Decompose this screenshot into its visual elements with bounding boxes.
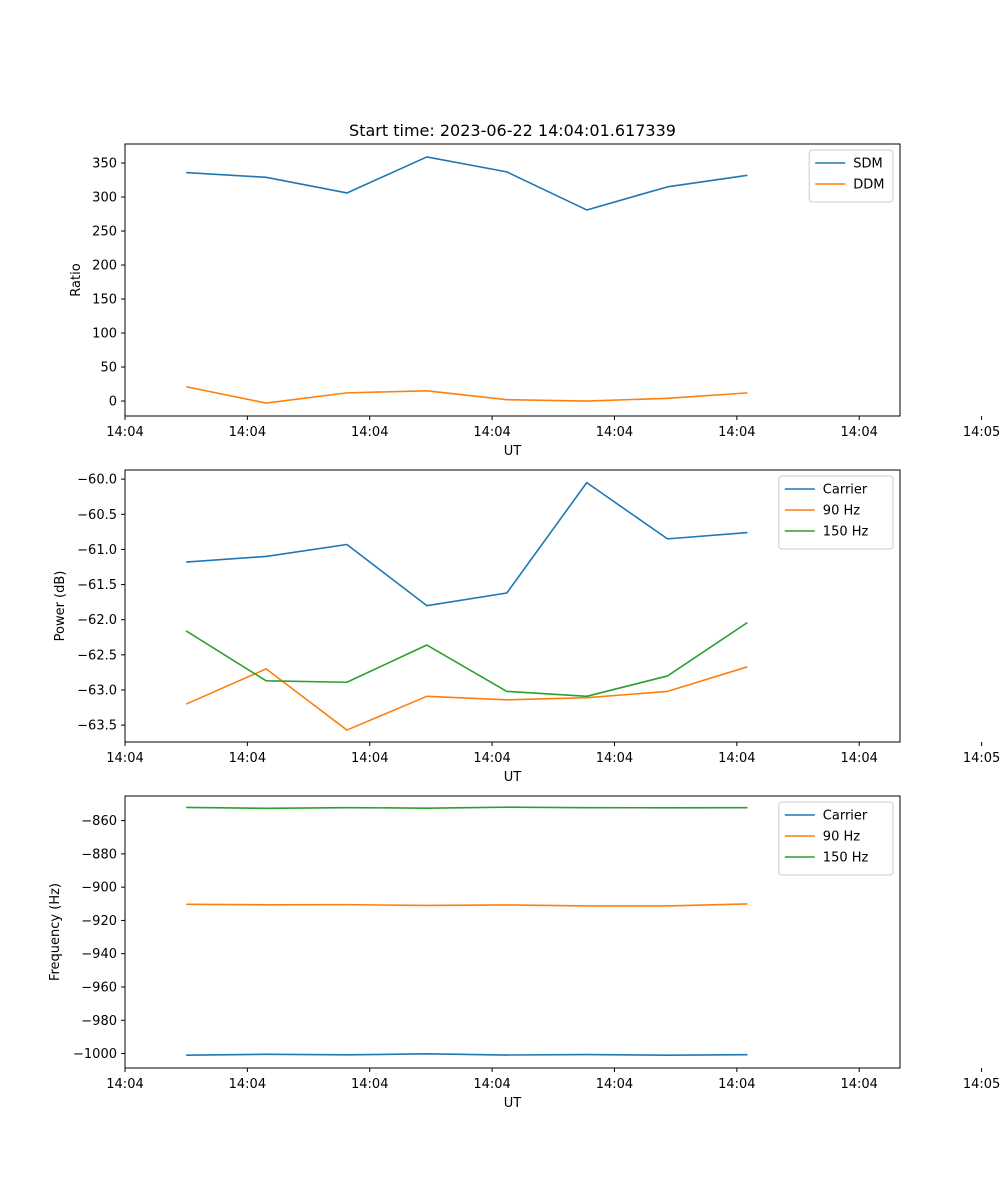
x-tick-label: 14:04 — [106, 1077, 143, 1092]
series-line-150-hz — [185, 621, 748, 698]
x-tick-label: 14:04 — [718, 751, 755, 766]
y-tick-label: −61.5 — [77, 578, 117, 593]
y-tick-label: −62.5 — [77, 648, 117, 663]
series-line-150-hz — [186, 806, 748, 810]
x-tick-label: 14:05 — [963, 1077, 1000, 1092]
y-tick-label: 50 — [100, 361, 117, 376]
legend-label: 150 Hz — [823, 525, 869, 540]
legend-label: 150 Hz — [823, 851, 869, 866]
x-tick-label: 14:04 — [351, 1077, 388, 1092]
legend: SDM DDM — [808, 149, 894, 203]
y-tick-label: 200 — [92, 259, 117, 274]
y-tick-label: −62.0 — [77, 613, 117, 628]
x-tick-label: 14:04 — [840, 751, 877, 766]
y-tick-label: −63.0 — [77, 683, 117, 698]
series-line-90-hz — [185, 666, 748, 731]
x-tick-label: 14:04 — [351, 751, 388, 766]
x-tick-label: 14:04 — [351, 425, 388, 440]
y-tick-label: 100 — [92, 327, 117, 342]
y-tick-label: 300 — [92, 191, 117, 206]
figure-title: Start time: 2023-06-22 14:04:01.617339 — [349, 121, 676, 140]
axes-frame — [124, 143, 901, 417]
series-line-sdm — [186, 156, 748, 211]
x-tick-label: 14:04 — [473, 425, 510, 440]
legend: Carrier 90 Hz 150 Hz — [778, 801, 894, 876]
y-tick-label: −60.0 — [77, 473, 117, 488]
x-tick-label: 14:04 — [596, 425, 633, 440]
panel-3: 14:04 14:04 14:04 14:04 14:04 14:04 14:04 14:05… — [48, 795, 1000, 1111]
y-tick-label: −980 — [81, 1014, 117, 1029]
series-line-90-hz — [186, 903, 748, 907]
legend-label: Carrier — [823, 809, 868, 824]
x-tick-label: 14:04 — [718, 1077, 755, 1092]
x-tick-label: 14:04 — [840, 425, 877, 440]
legend-label: Carrier — [823, 483, 868, 498]
y-tick-label: −61.0 — [77, 543, 117, 558]
y-tick-label: −60.5 — [77, 508, 117, 523]
axes-frame — [124, 469, 901, 743]
y-tick-label: 150 — [92, 293, 117, 308]
x-tick-label: 14:04 — [106, 751, 143, 766]
x-tick-label: 14:04 — [718, 425, 755, 440]
x-tick-label: 14:04 — [473, 1077, 510, 1092]
legend: Carrier 90 Hz 150 Hz — [778, 475, 894, 550]
y-axis-label: Ratio — [69, 263, 84, 296]
x-axis-label: UT — [504, 444, 522, 459]
x-tick-label: 14:04 — [596, 751, 633, 766]
legend-label: DDM — [853, 178, 884, 193]
x-tick-label: 14:04 — [840, 1077, 877, 1092]
y-tick-label: −920 — [81, 914, 117, 929]
panel-2: 14:04 14:04 14:04 14:04 14:04 14:04 14:04 14:05… — [53, 469, 1000, 785]
x-tick-label: 14:04 — [229, 425, 266, 440]
y-tick-label: −940 — [81, 947, 117, 962]
panel-1: 14:04 14:04 14:04 14:04 14:04 14:04 14:04 14:05… — [69, 143, 1000, 459]
axes-frame — [124, 795, 901, 1069]
series-line-carrier — [186, 481, 748, 607]
panels: 14:04 14:04 14:04 14:04 14:04 14:04 14:04 14:05… — [48, 143, 1000, 1111]
x-tick-label: 14:04 — [596, 1077, 633, 1092]
legend-label: 90 Hz — [823, 504, 860, 519]
x-tick-label: 14:05 — [963, 751, 1000, 766]
y-axis-label: Frequency (Hz) — [48, 883, 63, 981]
legend-label: 90 Hz — [823, 830, 860, 845]
x-tick-label: 14:04 — [229, 751, 266, 766]
x-tick-label: 14:04 — [473, 751, 510, 766]
x-tick-label: 14:05 — [963, 425, 1000, 440]
series-line-ddm — [186, 385, 748, 404]
x-tick-label: 14:04 — [229, 1077, 266, 1092]
y-axis-label: Power (dB) — [53, 571, 68, 642]
y-tick-label: 0 — [109, 395, 117, 410]
series-line-carrier — [186, 1053, 748, 1056]
y-tick-label: −860 — [81, 814, 117, 829]
y-tick-label: −1000 — [73, 1047, 117, 1062]
y-tick-label: −900 — [81, 881, 117, 896]
x-axis-label: UT — [504, 770, 522, 785]
y-tick-label: −880 — [81, 847, 117, 862]
x-tick-label: 14:04 — [106, 425, 143, 440]
legend-label: SDM — [853, 157, 882, 172]
y-tick-label: 350 — [92, 157, 117, 172]
y-tick-label: −960 — [81, 980, 117, 995]
y-tick-label: 250 — [92, 225, 117, 240]
y-tick-label: −63.5 — [77, 719, 117, 734]
x-axis-label: UT — [504, 1096, 522, 1111]
